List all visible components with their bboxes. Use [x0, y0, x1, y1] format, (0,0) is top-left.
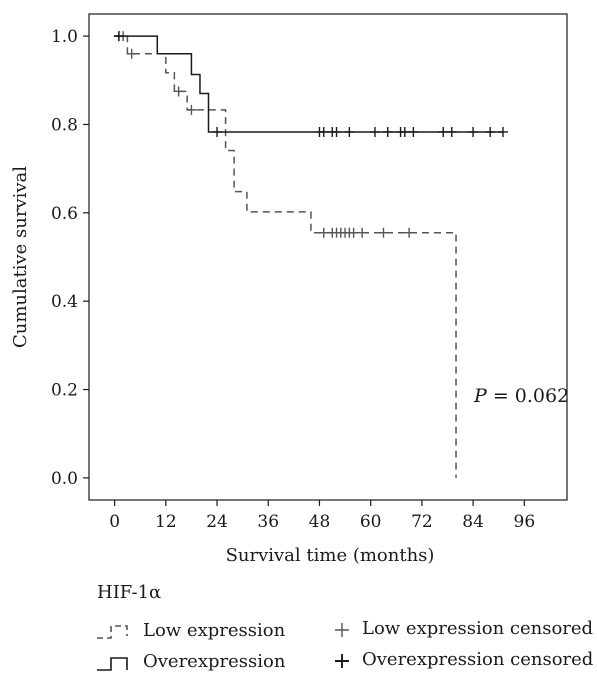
x-tick-label: 48 [309, 512, 331, 532]
legend-low-expression: Low expression [95, 620, 315, 646]
legend-over-censored-label: Overexpression censored [362, 649, 594, 670]
x-axis-ticks: 0 12 24 36 48 60 72 84 96 [109, 500, 535, 532]
censor-mark-overexpression [468, 126, 479, 137]
legend-low-censored: Low expression censored [332, 618, 594, 644]
censor-mark-overexpression [408, 126, 419, 137]
y-tick-label: 0.4 [51, 292, 78, 312]
censor-mark-low-expression [126, 48, 137, 59]
y-tick-label: 0.2 [51, 381, 78, 401]
p-value-italic: P [473, 385, 488, 407]
censor-mark-low-expression [318, 227, 329, 238]
censor-mark-overexpression [382, 126, 393, 137]
censor-mark-overexpression [485, 126, 496, 137]
censor-mark-low-expression [348, 227, 359, 238]
legend: HIF-1α Low expression Overexpression Low… [0, 578, 597, 678]
censor-mark-overexpression [446, 126, 457, 137]
dashed-step-line-icon [97, 625, 128, 639]
y-tick-label: 0.8 [51, 115, 78, 135]
censor-mark-overexpression [369, 126, 380, 137]
x-tick-label: 0 [109, 512, 120, 532]
censor-mark-overexpression [497, 126, 508, 137]
p-value-annotation: P = 0.062 [473, 385, 569, 407]
censor-mark-overexpression [318, 126, 329, 137]
x-tick-label: 84 [462, 512, 484, 532]
curve-low-expression [114, 35, 457, 478]
p-value-text: = 0.062 [487, 385, 569, 407]
plot-frame [88, 13, 568, 501]
solid-step-line-icon [97, 657, 128, 671]
legend-over-label: Overexpression [143, 651, 286, 672]
censor-mark-overexpression [344, 126, 355, 137]
x-tick-label: 72 [411, 512, 433, 532]
censor-mark-low-expression [173, 86, 184, 97]
plus-marker-bold-icon [335, 654, 349, 668]
x-tick-label: 36 [257, 512, 279, 532]
censor-mark-overexpression [113, 31, 124, 42]
x-tick-label: 60 [360, 512, 382, 532]
censor-mark-overexpression [331, 126, 342, 137]
censor-mark-overexpression [212, 126, 223, 137]
legend-low-censored-label: Low expression censored [362, 618, 594, 639]
censor-mark-overexpression [399, 126, 410, 137]
y-axis-ticks: 0.0 0.2 0.4 0.6 0.8 1.0 [51, 27, 89, 489]
censor-mark-low-expression [186, 104, 197, 115]
legend-over-censored: Overexpression censored [332, 649, 594, 675]
legend-overexpression: Overexpression [95, 651, 315, 677]
y-tick-label: 0.0 [51, 469, 78, 489]
curve-overexpression [114, 35, 503, 133]
censor-mark-overexpression [438, 126, 449, 137]
legend-low-label: Low expression [143, 620, 286, 641]
x-axis-label: Survival time (months) [226, 545, 435, 566]
y-tick-label: 0.6 [51, 204, 78, 224]
x-tick-label: 24 [206, 512, 228, 532]
y-tick-label: 1.0 [51, 27, 78, 47]
km-chart: 0.0 0.2 0.4 0.6 0.8 1.0 0 12 24 36 48 60 72 84 96 Sur… [10, 13, 569, 566]
x-tick-label: 12 [155, 512, 177, 532]
survival-curves [113, 31, 508, 478]
x-tick-label: 96 [514, 512, 536, 532]
plus-marker-icon [335, 623, 349, 637]
censor-mark-low-expression [404, 227, 415, 238]
censor-mark-low-expression [378, 227, 389, 238]
legend-title: HIF-1α [97, 582, 162, 603]
censor-mark-low-expression [357, 227, 368, 238]
y-axis-label: Cumulative survival [10, 166, 31, 348]
